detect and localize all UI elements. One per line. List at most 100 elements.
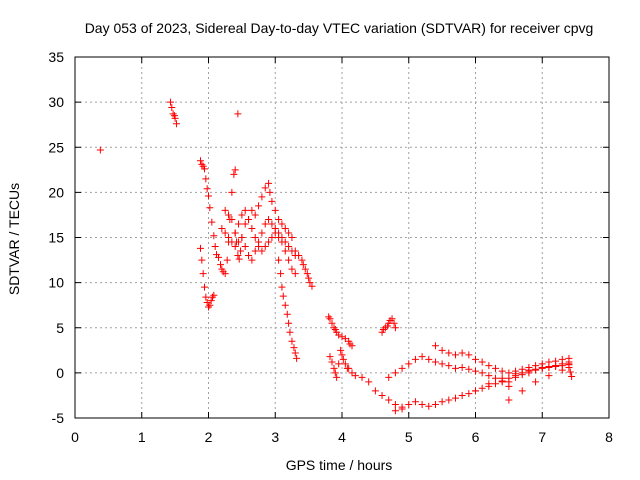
data-point — [525, 366, 533, 374]
data-point — [245, 252, 253, 260]
data-point — [405, 400, 413, 408]
data-point — [378, 391, 386, 399]
data-point — [228, 215, 236, 223]
data-point — [305, 274, 313, 282]
data-point — [237, 247, 245, 255]
data-point — [251, 211, 259, 219]
data-point — [285, 243, 293, 251]
y-tick-labels: -5 0 5 10 15 20 25 30 35 — [48, 49, 64, 426]
data-point — [505, 396, 513, 404]
data-point — [278, 234, 286, 241]
data-point — [199, 270, 207, 278]
data-point — [208, 218, 216, 226]
data-point — [451, 364, 459, 372]
data-point — [365, 378, 373, 386]
data-point — [411, 355, 419, 363]
data-point — [245, 215, 253, 223]
data-point — [458, 391, 466, 399]
data-point — [235, 238, 243, 246]
data-point — [492, 364, 500, 372]
data-point — [168, 104, 176, 112]
data-point — [200, 165, 208, 173]
data-point — [438, 398, 446, 406]
data-point — [371, 387, 379, 395]
data-point — [171, 114, 179, 122]
data-point — [568, 372, 576, 380]
data-point — [295, 252, 303, 260]
x-tick-label: 3 — [271, 429, 279, 445]
data-point — [472, 367, 479, 375]
data-point — [231, 229, 239, 237]
data-point — [205, 303, 212, 311]
x-tick-label: 0 — [71, 429, 79, 445]
data-point — [241, 243, 249, 251]
data-point — [425, 402, 433, 410]
data-point — [472, 355, 479, 363]
data-point — [277, 270, 285, 278]
data-point — [207, 297, 215, 305]
data-point — [279, 292, 287, 300]
data-point — [231, 166, 239, 174]
data-point — [198, 160, 206, 168]
data-point — [288, 265, 296, 273]
data-point — [330, 324, 338, 332]
data-points — [96, 98, 576, 415]
data-point — [398, 364, 406, 372]
data-point — [390, 319, 398, 327]
data-point — [241, 206, 249, 214]
x-tick-label: 2 — [205, 429, 213, 445]
data-point — [215, 253, 223, 261]
data-point — [545, 363, 553, 371]
data-point — [225, 211, 233, 219]
data-point — [418, 400, 426, 408]
data-point — [431, 342, 439, 350]
data-point — [206, 301, 214, 309]
data-point — [465, 351, 473, 359]
data-point — [290, 344, 298, 352]
data-point — [351, 372, 359, 380]
y-tick-label: -5 — [52, 410, 65, 426]
data-point — [268, 234, 276, 241]
data-point — [385, 373, 393, 381]
data-point — [248, 206, 256, 214]
data-point — [478, 369, 486, 377]
data-point — [558, 366, 566, 374]
data-point — [431, 358, 439, 366]
data-point — [275, 215, 283, 223]
data-point — [485, 380, 493, 388]
data-point — [532, 366, 540, 374]
data-point — [291, 349, 299, 357]
data-point — [96, 146, 104, 154]
data-point — [230, 170, 238, 178]
data-point — [345, 364, 353, 372]
data-point — [358, 373, 366, 381]
data-point — [391, 407, 399, 415]
data-point — [532, 378, 540, 386]
data-point — [299, 261, 307, 269]
data-point — [335, 331, 343, 339]
data-point — [248, 256, 256, 264]
data-point — [198, 256, 206, 264]
data-point — [338, 351, 346, 359]
data-point — [278, 220, 286, 228]
data-point — [465, 390, 473, 398]
y-axis-label: SDTVAR / TECUs — [6, 183, 22, 295]
data-point — [478, 358, 486, 366]
data-point — [261, 184, 269, 192]
data-point — [261, 243, 269, 251]
data-point — [472, 387, 479, 395]
data-point — [492, 380, 500, 388]
data-point — [281, 238, 289, 246]
data-point — [335, 360, 343, 368]
data-point — [166, 98, 174, 106]
data-point — [238, 211, 246, 219]
data-point — [512, 370, 520, 378]
x-tick-label: 5 — [405, 429, 413, 445]
data-point — [202, 293, 210, 301]
data-point — [405, 360, 413, 368]
data-point — [566, 368, 574, 376]
x-tick-label: 6 — [472, 429, 480, 445]
data-point — [388, 315, 396, 323]
data-point — [251, 234, 259, 241]
data-point — [285, 256, 293, 264]
